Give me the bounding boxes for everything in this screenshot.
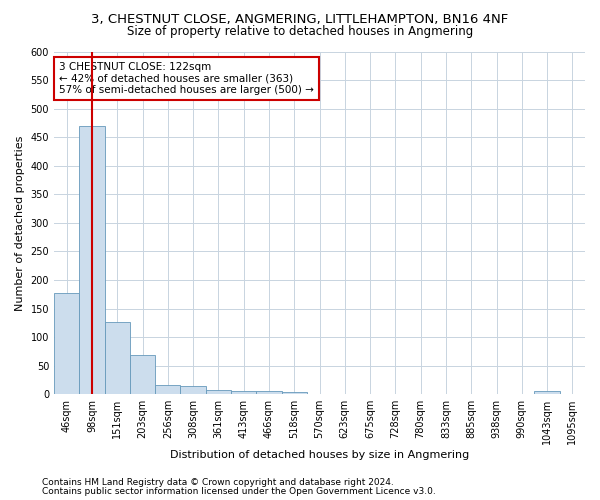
Bar — [206, 390, 231, 394]
Text: 3, CHESTNUT CLOSE, ANGMERING, LITTLEHAMPTON, BN16 4NF: 3, CHESTNUT CLOSE, ANGMERING, LITTLEHAMP… — [91, 12, 509, 26]
Bar — [535, 392, 560, 394]
Bar — [181, 386, 206, 394]
Bar — [256, 392, 281, 394]
Bar — [130, 356, 155, 394]
X-axis label: Distribution of detached houses by size in Angmering: Distribution of detached houses by size … — [170, 450, 469, 460]
Bar — [155, 385, 181, 394]
Bar — [231, 391, 256, 394]
Bar — [54, 292, 79, 394]
Bar — [79, 126, 104, 394]
Y-axis label: Number of detached properties: Number of detached properties — [15, 135, 25, 310]
Text: Contains HM Land Registry data © Crown copyright and database right 2024.: Contains HM Land Registry data © Crown c… — [42, 478, 394, 487]
Bar — [281, 392, 307, 394]
Text: Contains public sector information licensed under the Open Government Licence v3: Contains public sector information licen… — [42, 487, 436, 496]
Text: Size of property relative to detached houses in Angmering: Size of property relative to detached ho… — [127, 25, 473, 38]
Text: 3 CHESTNUT CLOSE: 122sqm
← 42% of detached houses are smaller (363)
57% of semi-: 3 CHESTNUT CLOSE: 122sqm ← 42% of detach… — [59, 62, 314, 95]
Bar — [104, 322, 130, 394]
